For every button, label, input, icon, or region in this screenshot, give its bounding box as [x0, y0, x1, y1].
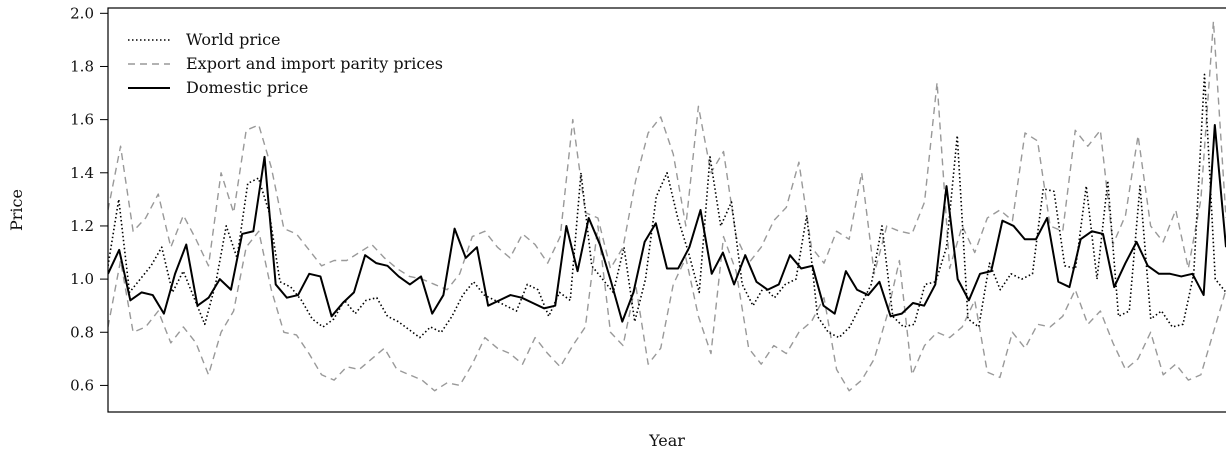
y-tick-label: 0.8: [70, 323, 94, 341]
legend-domestic-price-label: Domestic price: [186, 78, 308, 97]
legend: World price Export and import parity pric…: [128, 30, 443, 97]
series-line-domestic-price: [108, 123, 1226, 323]
y-tick-label: 0.6: [70, 376, 94, 394]
y-tick-label: 1.2: [70, 217, 94, 235]
series-line-import-parity: [108, 225, 1226, 392]
legend-parity-prices-label: Export and import parity prices: [186, 54, 443, 73]
x-axis-title: Year: [648, 431, 685, 450]
y-tick-label: 1.0: [70, 270, 94, 288]
y-axis: 0.6 0.8 1.0 1.2 1.4 1.6 1.8 2.0: [70, 4, 108, 394]
y-tick-label: 2.0: [70, 4, 94, 22]
y-tick-label: 1.8: [70, 57, 94, 75]
y-tick-label: 1.4: [70, 164, 94, 182]
y-axis-title: Price: [7, 189, 26, 231]
series-layer: [108, 20, 1226, 392]
y-tick-label: 1.6: [70, 111, 94, 129]
plot-frame: [107, 7, 1226, 413]
series-line-world-price: [108, 73, 1226, 339]
legend-world-price-label: World price: [186, 30, 281, 49]
